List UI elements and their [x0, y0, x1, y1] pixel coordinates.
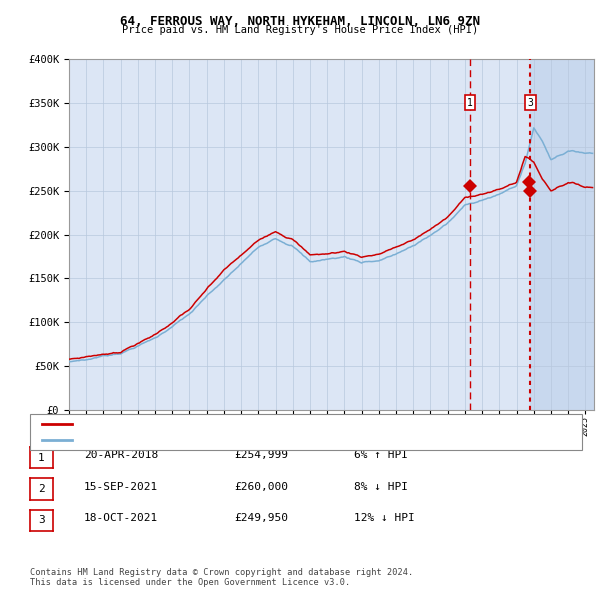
Text: 64, FERROUS WAY, NORTH HYKEHAM, LINCOLN, LN6 9ZN: 64, FERROUS WAY, NORTH HYKEHAM, LINCOLN,…: [120, 15, 480, 28]
Text: 6% ↑ HPI: 6% ↑ HPI: [354, 451, 408, 460]
Text: 1: 1: [38, 453, 45, 463]
Text: 64, FERROUS WAY, NORTH HYKEHAM, LINCOLN, LN6 9ZN (detached house): 64, FERROUS WAY, NORTH HYKEHAM, LINCOLN,…: [75, 419, 449, 428]
Text: 3: 3: [527, 98, 533, 108]
Text: 15-SEP-2021: 15-SEP-2021: [84, 482, 158, 491]
Text: 12% ↓ HPI: 12% ↓ HPI: [354, 513, 415, 523]
Text: 8% ↓ HPI: 8% ↓ HPI: [354, 482, 408, 491]
Text: Price paid vs. HM Land Registry's House Price Index (HPI): Price paid vs. HM Land Registry's House …: [122, 25, 478, 35]
Bar: [530, 59, 600, 410]
Text: HPI: Average price, detached house, North Kesteven: HPI: Average price, detached house, Nort…: [75, 435, 362, 444]
Text: £260,000: £260,000: [234, 482, 288, 491]
Text: 18-OCT-2021: 18-OCT-2021: [84, 513, 158, 523]
Text: 2: 2: [38, 484, 45, 494]
Text: Contains HM Land Registry data © Crown copyright and database right 2024.
This d: Contains HM Land Registry data © Crown c…: [30, 568, 413, 587]
Text: 3: 3: [38, 516, 45, 525]
Text: £254,999: £254,999: [234, 451, 288, 460]
Text: 20-APR-2018: 20-APR-2018: [84, 451, 158, 460]
Text: £249,950: £249,950: [234, 513, 288, 523]
Text: 1: 1: [467, 98, 473, 108]
